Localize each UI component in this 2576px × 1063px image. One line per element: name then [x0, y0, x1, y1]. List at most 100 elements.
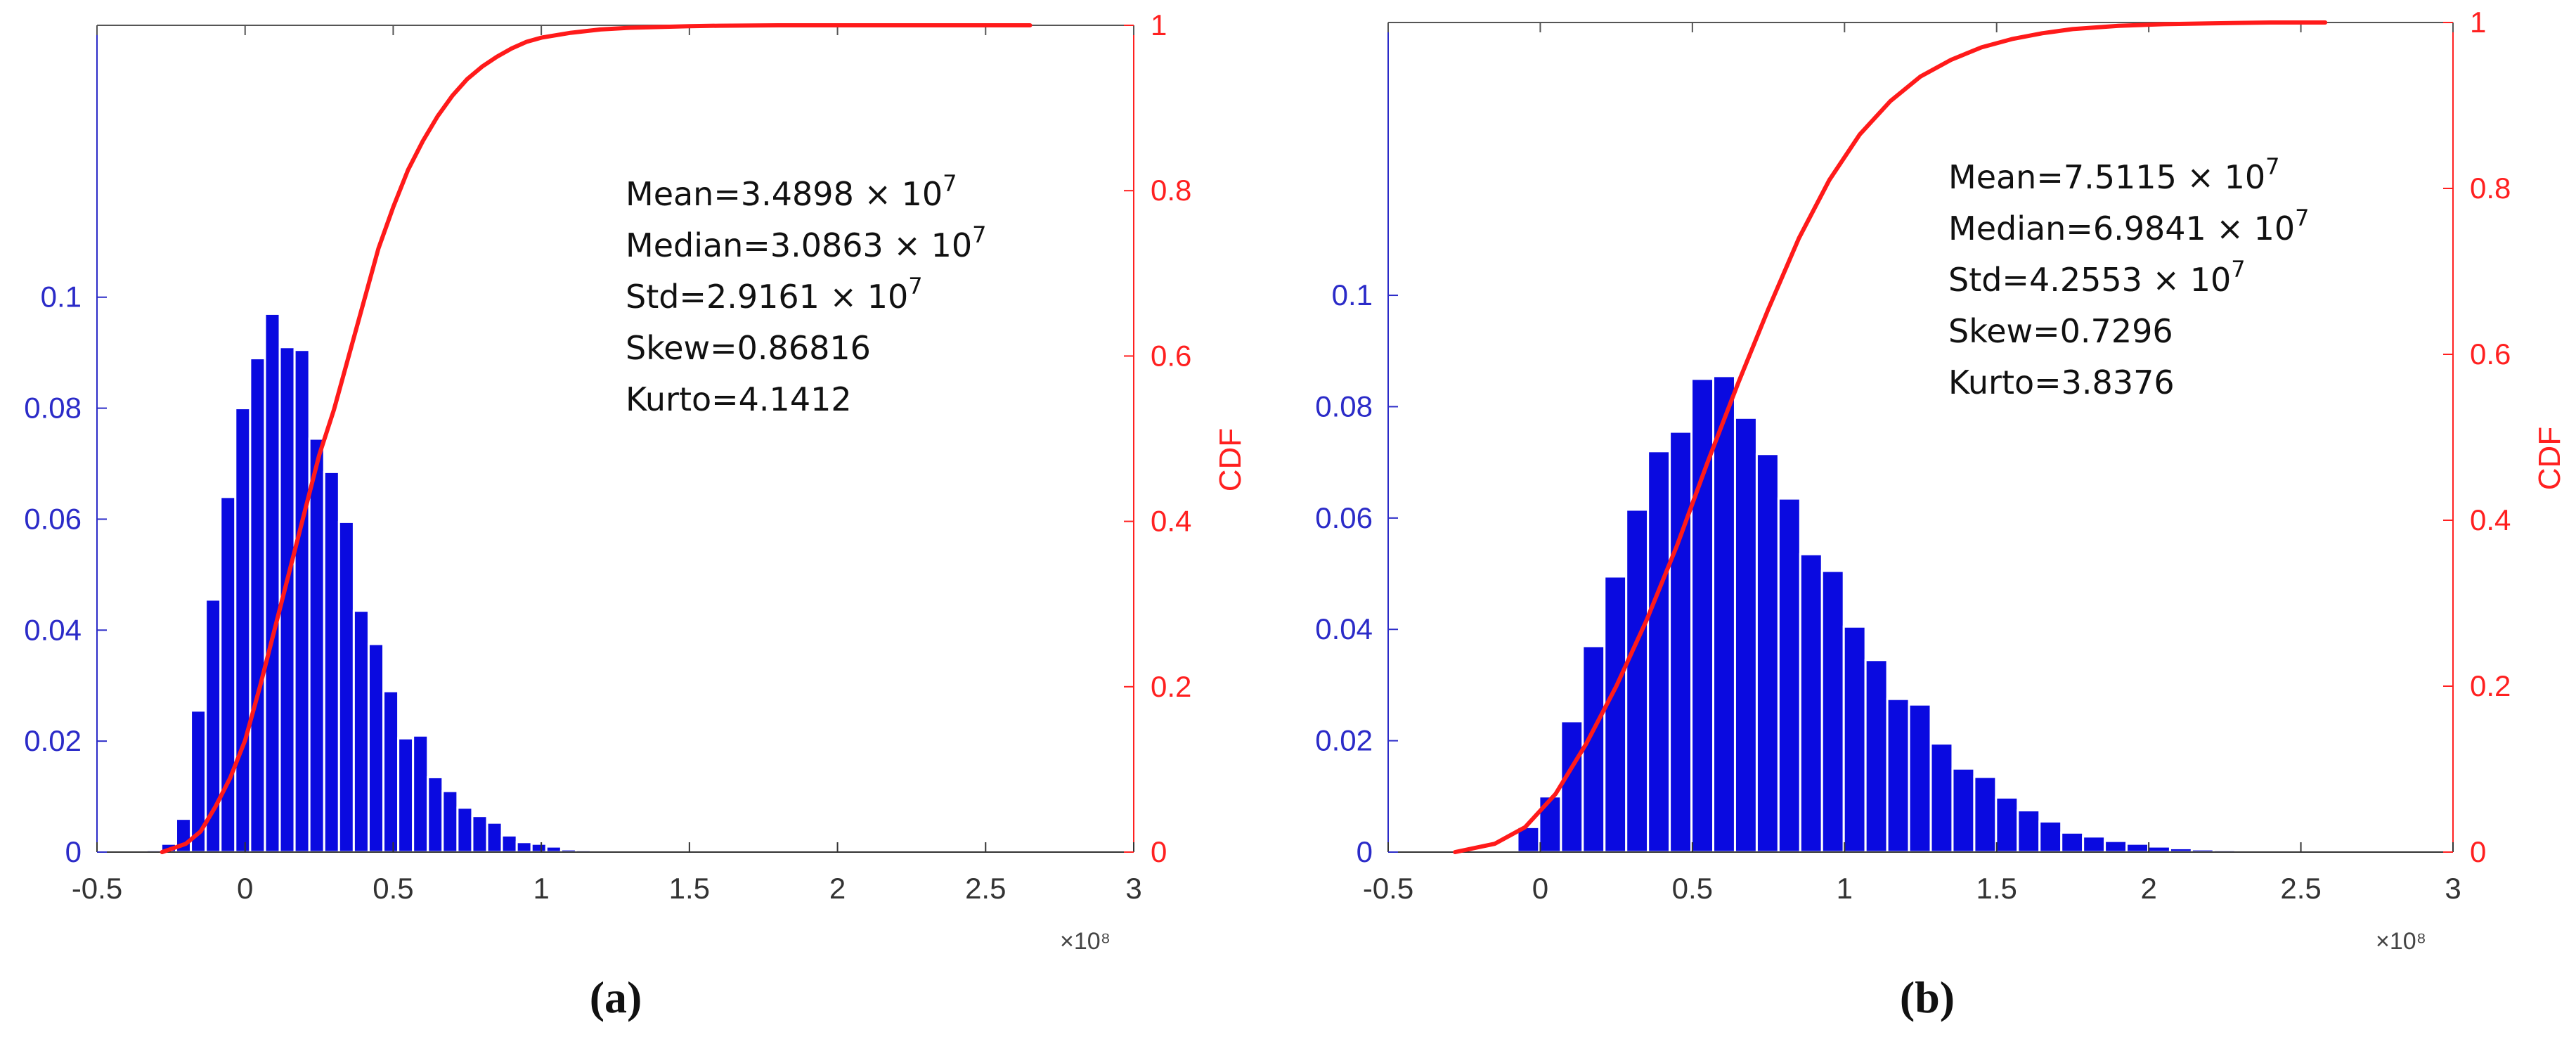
panel-label: (a) — [590, 972, 642, 1022]
y-left-tick-label: 0.02 — [1315, 724, 1373, 757]
histogram-bar — [441, 790, 459, 853]
y-right-tick-label: 0 — [2470, 835, 2486, 868]
stats-line: Kurto=4.1412 — [626, 380, 852, 418]
histogram-bar — [337, 520, 355, 853]
histogram-bar — [1712, 375, 1736, 853]
histogram-bar — [1603, 575, 1628, 853]
y-right-tick-label: 0.8 — [1151, 174, 1191, 207]
histogram-bar — [1973, 775, 1998, 853]
y-right-tick-label: 0.4 — [2470, 503, 2511, 536]
histogram-bar — [2060, 831, 2085, 853]
x-axis-exponent: ×10⁸ — [2376, 928, 2426, 955]
histogram-bar — [1690, 378, 1715, 853]
histogram-bar — [1733, 416, 1758, 853]
y-right-tick-label: 0.2 — [2470, 669, 2511, 702]
histogram-bar — [2038, 820, 2063, 853]
x-tick-label: 3 — [2445, 872, 2461, 905]
histogram-bar — [234, 407, 252, 853]
histogram-bar — [219, 496, 237, 853]
x-tick-label: 1.5 — [669, 872, 710, 905]
histogram-bars — [145, 312, 770, 853]
histogram-bar — [264, 312, 281, 853]
histogram-bar — [293, 349, 311, 853]
y-left-tick-label: 0.08 — [1315, 389, 1373, 423]
y-left-tick-label: 0 — [1357, 835, 1373, 868]
histogram-bar — [249, 357, 266, 853]
histogram-bar — [545, 845, 562, 853]
histogram-bar — [530, 842, 548, 853]
histogram-bar — [1951, 767, 1976, 853]
stats-line: Std=4.2553 × 107 — [1948, 256, 2246, 299]
stats-annotation: Mean=3.4898 × 107 Median=3.0863 × 107 Std=… — [626, 170, 987, 418]
histogram-bar — [1886, 697, 1910, 853]
histogram-bar — [1647, 450, 1671, 853]
x-tick-label: 2 — [829, 872, 846, 905]
histogram-bar — [1799, 553, 1823, 853]
stats-line: Mean=3.4898 × 107 — [626, 170, 957, 213]
chart-panel-a: -0.5 0 0.5 1 1.5 2 2.5 3 ×10⁸ 0 0.02 0.04 0.06 0.08 0.… — [24, 8, 1248, 1022]
histogram-bar — [1842, 625, 1867, 853]
y-left-tick-label: 0.1 — [1332, 278, 1373, 311]
y-left-tick-label: 0.06 — [1315, 501, 1373, 534]
histogram-bar — [2017, 809, 2041, 853]
x-tick-label: 1.5 — [1976, 872, 2017, 905]
panel-label: (b) — [1900, 972, 1955, 1022]
stats-line: Kurto=3.8376 — [1948, 363, 2175, 401]
x-tick-label: 1 — [1837, 872, 1853, 905]
histogram-bar — [2104, 839, 2128, 853]
histogram-bar — [471, 815, 488, 853]
y-right-tick-label: 1 — [1151, 8, 1167, 41]
y-left-tick-label: 0.04 — [24, 613, 82, 646]
histogram-bar — [382, 690, 400, 853]
histogram-bar — [1755, 453, 1780, 853]
x-tick-label: -0.5 — [72, 872, 122, 905]
y-right-tick-label: 1 — [2470, 6, 2486, 39]
stats-line: Std=2.9161 × 107 — [626, 273, 923, 316]
chart-panel-b: -0.5 0 0.5 1 1.5 2 2.5 3 ×10⁸ 0 0.02 0.04 0.06 0.08 0.… — [1315, 6, 2567, 1022]
histogram-bars — [1516, 375, 2411, 853]
histogram-bar — [427, 775, 444, 853]
y-left-tick-label: 0.04 — [1315, 612, 1373, 645]
y-right-tick-label: 0.8 — [2470, 172, 2511, 205]
histogram-bar — [456, 806, 474, 853]
histogram-bar — [1625, 508, 1650, 853]
stats-line: Median=3.0863 × 107 — [626, 221, 987, 264]
histogram-bar — [352, 610, 370, 853]
histogram-bar — [367, 643, 385, 853]
histogram-bar — [412, 734, 429, 853]
x-tick-label: 0.5 — [1672, 872, 1713, 905]
x-tick-label: 2.5 — [2280, 872, 2321, 905]
stats-line: Mean=7.5115 × 107 — [1948, 153, 2280, 196]
x-tick-label: 0.5 — [373, 872, 413, 905]
histogram-bar — [1908, 703, 1932, 853]
y-left-tick-label: 0.1 — [41, 281, 82, 314]
y-left-tick-label: 0 — [65, 835, 82, 868]
stats-line: Skew=0.86816 — [626, 329, 871, 367]
histogram-bar — [515, 841, 533, 853]
y-right-tick-label: 0.4 — [1151, 505, 1191, 538]
histogram-bar — [308, 437, 325, 853]
histogram-bar — [2125, 842, 2149, 853]
stats-annotation: Mean=7.5115 × 107 Median=6.9841 × 107 Std=… — [1948, 153, 2310, 401]
histogram-bar — [500, 834, 518, 853]
stats-line: Median=6.9841 × 107 — [1948, 205, 2310, 247]
histogram-bar — [1581, 645, 1606, 853]
cdf-curve — [160, 23, 1033, 854]
x-tick-label: 2 — [2140, 872, 2156, 905]
histogram-bar — [1560, 720, 1584, 853]
histogram-bar — [2082, 835, 2106, 853]
stats-line: Skew=0.7296 — [1948, 312, 2173, 350]
x-tick-label: 0 — [1532, 872, 1548, 905]
histogram-bar — [1538, 795, 1562, 853]
histogram-bar — [1995, 796, 2019, 853]
x-tick-label: 3 — [1125, 872, 1141, 905]
histogram-bar — [1929, 742, 1954, 853]
x-tick-label: 1 — [533, 872, 549, 905]
x-tick-label: -0.5 — [1363, 872, 1413, 905]
y-right-axis-label: CDF — [2532, 427, 2567, 490]
histogram-bar — [1820, 569, 1845, 853]
y-right-tick-label: 0.6 — [2470, 337, 2511, 371]
histogram-bar — [2147, 845, 2171, 853]
